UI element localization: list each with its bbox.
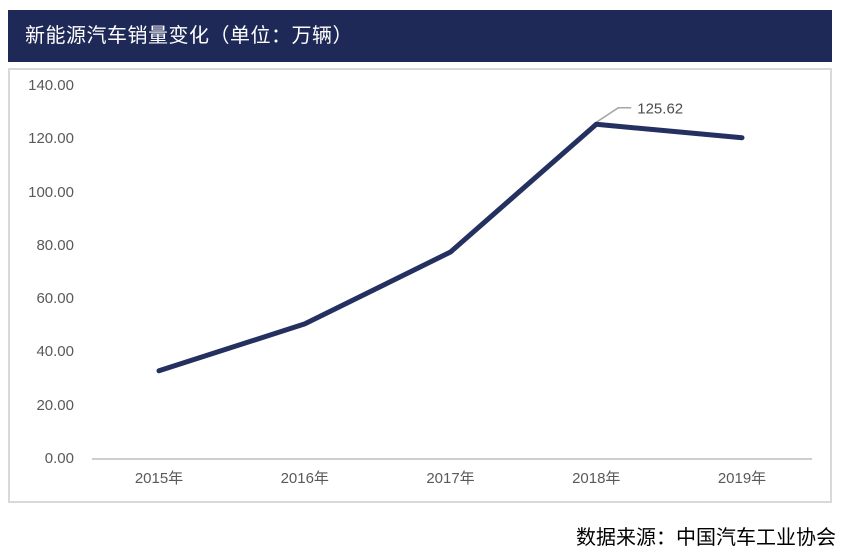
x-axis-labels: 2015年 2016年 2017年 2018年 2019年 — [10, 70, 830, 501]
y-tick-label: 60.00 — [36, 290, 74, 308]
line-chart-svg: 125.62 — [92, 100, 812, 460]
data-label-2018: 125.62 — [637, 100, 683, 117]
x-tick-label: 2015年 — [134, 470, 184, 487]
sales-trend-line — [156, 121, 745, 374]
y-tick-label: 100.00 — [28, 183, 74, 201]
x-tick-label: 2017年 — [426, 470, 475, 487]
data-source-note: 数据来源：中国汽车工业协会 — [576, 527, 836, 549]
y-tick-label: 0.00 — [44, 450, 74, 467]
y-tick-label: 80.00 — [36, 236, 74, 254]
y-tick-label: 140.00 — [28, 77, 74, 94]
y-tick-label: 120.00 — [28, 130, 74, 148]
chart-area: 0.00 20.00 40.00 60.00 80.00 100.00 120.00 140.… — [8, 68, 832, 503]
y-axis-labels: 0.00 20.00 40.00 60.00 80.00 100.00 120.00 140.… — [10, 70, 830, 501]
x-tick-label: 2018年 — [572, 470, 621, 487]
chart-title-bar: 新能源汽车销量变化（单位：万辆） — [8, 10, 832, 62]
x-tick-label: 2019年 — [717, 470, 767, 487]
y-tick-label: 40.00 — [36, 343, 74, 361]
y-tick-label: 20.00 — [36, 396, 74, 414]
x-tick-label: 2016年 — [280, 470, 329, 487]
chart-title: 新能源汽车销量变化（单位：万辆） — [25, 25, 353, 47]
annotation-leader-line — [595, 107, 632, 123]
